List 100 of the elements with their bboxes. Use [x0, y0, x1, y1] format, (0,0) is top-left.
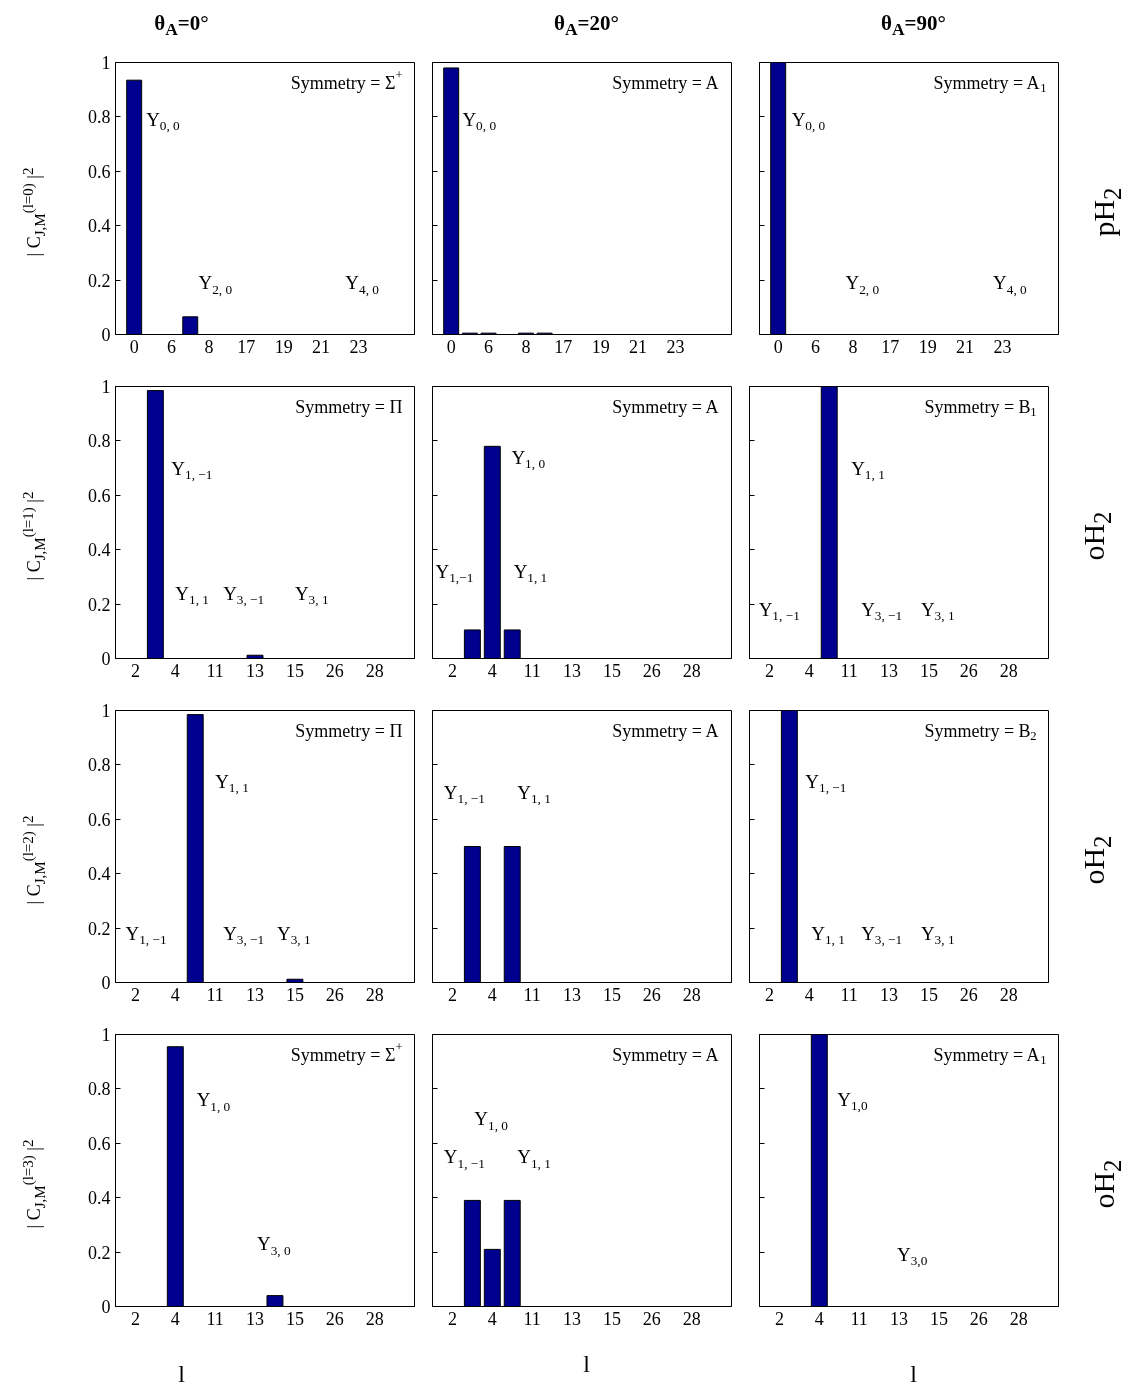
- x-tick-label: 13: [246, 660, 265, 681]
- x-tick-label: 4: [804, 984, 814, 1005]
- x-tick-label: 13: [563, 660, 582, 681]
- x-tick-label: 15: [285, 1308, 304, 1329]
- x-tick-label: 26: [325, 984, 344, 1005]
- y-tick-label: 1: [101, 53, 111, 73]
- annotation: Symmetry = Σ+: [290, 68, 403, 93]
- x-tick-label: 21: [956, 336, 975, 357]
- chart-title: θ$_{A}$=90°: [881, 9, 946, 42]
- x-tick-label: 0: [773, 336, 783, 357]
- x-tick-label: 23: [349, 336, 368, 357]
- x-tick-label: 8: [521, 336, 531, 357]
- x-axis-title: l: [178, 1359, 185, 1389]
- x-tick-label: 19: [591, 336, 610, 357]
- x-tick-label: 2: [764, 984, 774, 1005]
- x-tick-label: 13: [246, 984, 265, 1005]
- y-tick-label: 0.8: [88, 755, 111, 776]
- x-tick-label: 13: [880, 984, 899, 1005]
- annotation: Symmetry = Π: [295, 396, 403, 417]
- y-tick-label: 0.6: [88, 485, 111, 506]
- y-tick-label: 0.8: [88, 1079, 111, 1100]
- x-tick-label: 15: [929, 1308, 948, 1329]
- x-tick-label: 21: [312, 336, 331, 357]
- y-tick-label: 0.2: [88, 1242, 111, 1263]
- x-tick-label: 26: [642, 1308, 661, 1329]
- x-tick-label: 26: [325, 660, 344, 681]
- x-axis-title: l: [583, 1349, 590, 1379]
- x-tick-label: 17: [554, 336, 573, 357]
- x-tick-label: 11: [850, 1308, 868, 1329]
- x-tick-label: 11: [840, 660, 858, 681]
- x-tick-label: 4: [804, 660, 814, 681]
- x-tick-label: 4: [170, 660, 180, 681]
- x-tick-label: 4: [814, 1308, 824, 1329]
- x-tick-label: 26: [642, 660, 661, 681]
- x-tick-label: 26: [969, 1308, 988, 1329]
- x-tick-label: 28: [682, 984, 701, 1005]
- x-tick-label: 11: [523, 984, 541, 1005]
- y-tick-label: 0.4: [88, 1188, 111, 1209]
- x-tick-label: 6: [167, 336, 177, 357]
- x-tick-label: 11: [206, 660, 224, 681]
- x-tick-label: 4: [487, 984, 497, 1005]
- x-tick-label: 26: [959, 984, 978, 1005]
- x-tick-label: 2: [130, 660, 140, 681]
- x-tick-label: 2: [774, 1308, 784, 1329]
- x-tick-label: 23: [666, 336, 685, 357]
- x-tick-label: 26: [642, 984, 661, 1005]
- x-tick-label: 15: [285, 660, 304, 681]
- y-tick-label: 0.4: [88, 864, 111, 885]
- chart-title: θ$_{A}$=0°: [154, 9, 209, 42]
- x-tick-label: 13: [246, 1308, 265, 1329]
- x-tick-label: 28: [365, 660, 384, 681]
- x-tick-label: 13: [563, 1308, 582, 1329]
- x-tick-label: 28: [1009, 1308, 1028, 1329]
- y-tick-label: 1: [101, 1025, 111, 1045]
- x-tick-label: 15: [602, 660, 621, 681]
- y-tick-label: 0.8: [88, 431, 111, 452]
- x-tick-label: 4: [170, 1308, 180, 1329]
- x-tick-label: 4: [487, 1308, 497, 1329]
- y-tick-label: 1: [101, 377, 111, 397]
- x-tick-label: 26: [959, 660, 978, 681]
- x-tick-label: 11: [523, 1308, 541, 1329]
- x-axis-title: l: [910, 1359, 917, 1389]
- x-tick-label: 2: [130, 1308, 140, 1329]
- x-tick-label: 15: [602, 984, 621, 1005]
- x-tick-label: 6: [484, 336, 494, 357]
- x-tick-label: 15: [919, 984, 938, 1005]
- x-tick-label: 15: [602, 1308, 621, 1329]
- y-tick-label: 0.6: [88, 1133, 111, 1154]
- chart-title: θ$_{A}$=20°: [554, 9, 619, 42]
- x-tick-label: 28: [365, 984, 384, 1005]
- annotation: Symmetry = A: [612, 1044, 719, 1065]
- y-tick-label: 0.4: [88, 216, 111, 237]
- x-tick-label: 28: [365, 1308, 384, 1329]
- x-tick-label: 19: [274, 336, 293, 357]
- x-tick-label: 2: [447, 1308, 457, 1329]
- x-tick-label: 28: [999, 660, 1018, 681]
- y-tick-label: 0.2: [88, 270, 111, 291]
- x-tick-label: 11: [206, 984, 224, 1005]
- y-tick-label: 1: [101, 701, 111, 721]
- x-tick-label: 8: [204, 336, 214, 357]
- x-tick-label: 13: [890, 1308, 909, 1329]
- y-tick-label: 0.4: [88, 540, 111, 561]
- x-tick-label: 2: [447, 660, 457, 681]
- x-tick-label: 17: [881, 336, 900, 357]
- annotation: Symmetry = A: [612, 72, 719, 93]
- x-tick-label: 0: [129, 336, 139, 357]
- x-tick-label: 13: [880, 660, 899, 681]
- x-tick-label: 28: [682, 660, 701, 681]
- x-tick-label: 11: [523, 660, 541, 681]
- x-tick-label: 15: [919, 660, 938, 681]
- x-tick-label: 26: [325, 1308, 344, 1329]
- x-tick-label: 4: [487, 660, 497, 681]
- x-tick-label: 2: [447, 984, 457, 1005]
- x-tick-label: 6: [811, 336, 821, 357]
- y-tick-label: 0.6: [88, 809, 111, 830]
- x-tick-label: 11: [840, 984, 858, 1005]
- x-tick-label: 17: [237, 336, 256, 357]
- x-tick-label: 28: [682, 1308, 701, 1329]
- x-tick-label: 28: [999, 984, 1018, 1005]
- x-tick-label: 0: [446, 336, 456, 357]
